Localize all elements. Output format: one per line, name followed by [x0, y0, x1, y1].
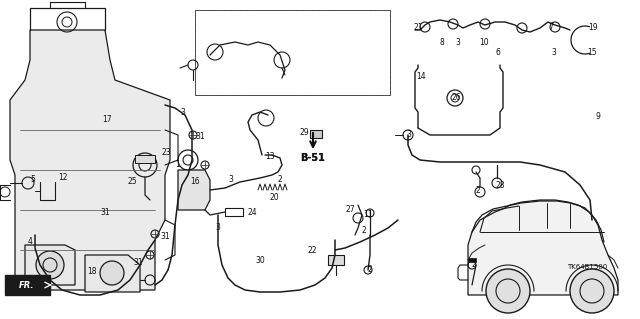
- Text: 28: 28: [495, 181, 504, 190]
- Text: 2: 2: [368, 265, 372, 274]
- Bar: [225, 208, 243, 216]
- Text: 18: 18: [87, 267, 97, 276]
- Text: 10: 10: [479, 38, 488, 47]
- Text: 21: 21: [414, 23, 424, 32]
- Text: 3: 3: [180, 108, 185, 117]
- Text: 5: 5: [30, 175, 35, 184]
- Polygon shape: [10, 30, 170, 290]
- Text: B-51: B-51: [300, 153, 325, 163]
- Text: 16: 16: [190, 177, 200, 186]
- Bar: [328, 255, 344, 265]
- Text: 11: 11: [363, 210, 372, 219]
- Polygon shape: [85, 255, 140, 292]
- Text: 3: 3: [455, 38, 460, 47]
- Text: 26: 26: [452, 93, 461, 102]
- Text: 2: 2: [362, 226, 367, 235]
- Text: 4: 4: [28, 237, 33, 246]
- Text: 20: 20: [270, 193, 280, 202]
- Bar: [135, 155, 155, 163]
- Text: B-51: B-51: [300, 153, 325, 163]
- Circle shape: [486, 269, 530, 313]
- Text: 25: 25: [128, 177, 138, 186]
- Text: 23: 23: [162, 148, 172, 157]
- Text: 2: 2: [476, 186, 481, 195]
- Text: TK64B1500: TK64B1500: [567, 264, 607, 270]
- Text: 30: 30: [255, 256, 265, 265]
- Bar: [195, 10, 390, 95]
- Text: 31: 31: [195, 132, 205, 141]
- Text: FR.: FR.: [19, 280, 35, 290]
- Text: 2: 2: [471, 260, 476, 269]
- Text: 17: 17: [102, 115, 111, 124]
- Text: 3: 3: [228, 175, 233, 184]
- Polygon shape: [25, 245, 75, 285]
- Text: 3: 3: [215, 223, 220, 232]
- Text: 31: 31: [100, 208, 109, 217]
- Bar: [5, 275, 50, 295]
- Text: 31: 31: [133, 258, 143, 267]
- Bar: [468, 258, 476, 262]
- Text: 3: 3: [406, 130, 411, 139]
- Circle shape: [100, 261, 124, 285]
- Text: 14: 14: [416, 72, 426, 81]
- Bar: [310, 130, 322, 138]
- Text: 12: 12: [58, 173, 67, 182]
- Polygon shape: [468, 200, 618, 295]
- Text: 19: 19: [588, 23, 598, 32]
- Text: 24: 24: [247, 208, 257, 217]
- Text: 22: 22: [307, 246, 317, 255]
- Bar: [195, 10, 390, 95]
- Text: 7: 7: [548, 23, 553, 32]
- Text: 29: 29: [299, 128, 308, 137]
- Text: 9: 9: [596, 112, 601, 121]
- Text: 31: 31: [160, 232, 170, 241]
- Text: 27: 27: [346, 205, 356, 214]
- Text: 3: 3: [551, 48, 556, 57]
- Text: 1: 1: [175, 160, 180, 169]
- Circle shape: [36, 251, 64, 279]
- Text: 13: 13: [265, 152, 275, 161]
- Text: 15: 15: [587, 48, 596, 57]
- Circle shape: [570, 269, 614, 313]
- Text: 6: 6: [496, 48, 501, 57]
- Text: 2: 2: [278, 175, 283, 184]
- Polygon shape: [178, 170, 210, 210]
- Text: 8: 8: [440, 38, 445, 47]
